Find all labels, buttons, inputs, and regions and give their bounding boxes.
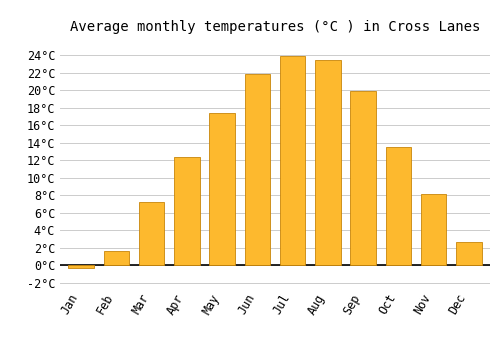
Bar [210, 113, 235, 265]
Bar [350, 91, 376, 265]
Bar [421, 194, 446, 265]
Bar [244, 75, 270, 265]
Bar [68, 265, 94, 268]
Title: Average monthly temperatures (°C ) in Cross Lanes: Average monthly temperatures (°C ) in Cr… [70, 20, 480, 34]
Bar [456, 241, 481, 265]
Bar [386, 147, 411, 265]
Bar [139, 202, 164, 265]
Bar [280, 56, 305, 265]
Bar [174, 157, 200, 265]
Bar [104, 251, 129, 265]
Bar [315, 60, 340, 265]
